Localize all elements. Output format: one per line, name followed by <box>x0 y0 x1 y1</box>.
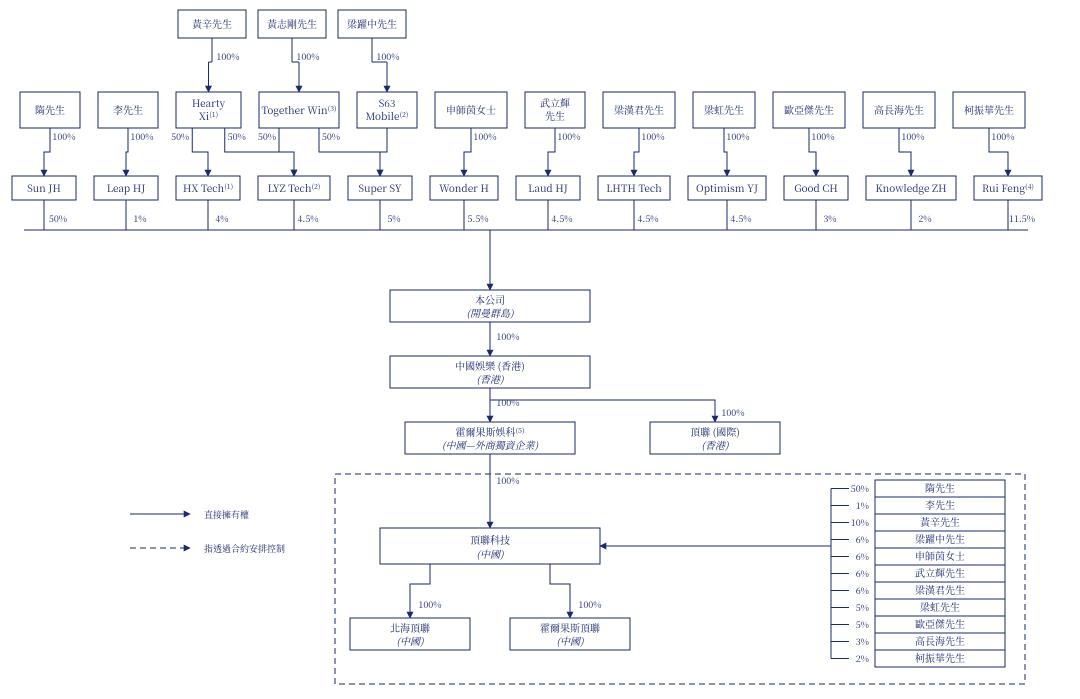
connector <box>192 128 208 176</box>
topB-label: Together Win(3) <box>261 102 336 117</box>
connector <box>550 564 570 618</box>
pct: 100% <box>216 50 239 63</box>
pct: 100% <box>578 598 601 611</box>
pct: 4.5% <box>730 212 751 225</box>
pct: 4.5% <box>637 212 658 225</box>
pct: 100% <box>721 406 744 419</box>
connector <box>634 128 639 176</box>
rowC-label: Good CH <box>794 180 838 195</box>
pct: 50% <box>258 130 276 143</box>
owner-name: 李先生 <box>925 497 955 512</box>
topA-label: 黃志剛先生 <box>267 16 317 31</box>
horgosdl-l2: (中國) <box>556 633 584 648</box>
pct: 4% <box>215 212 228 225</box>
connector <box>490 400 715 422</box>
pct: 100% <box>641 130 664 143</box>
rowC-label: Leap HJ <box>107 180 146 195</box>
owner-name: 梁躍中先生 <box>915 531 965 546</box>
pct: 100% <box>901 130 924 143</box>
rowC-label: Super SY <box>358 180 401 195</box>
pct: 2% <box>918 212 931 225</box>
beihai-l2: (中國) <box>396 633 424 648</box>
owner-name: 梁虹先生 <box>920 599 960 614</box>
owner-name: 高長海先生 <box>915 633 965 648</box>
owner-pct: 6% <box>856 584 869 597</box>
pct: 1% <box>133 212 146 225</box>
topB-label: 申師茵女士 <box>446 102 496 117</box>
tech-l2: (中國) <box>476 546 504 561</box>
pct: 3% <box>823 212 836 225</box>
owner-pct: 50% <box>851 482 869 495</box>
tech-l1: 頂聯科技 <box>470 532 510 547</box>
pct: 100% <box>473 130 496 143</box>
owner-pct: 6% <box>856 567 869 580</box>
connector <box>126 128 128 176</box>
legend-contract: 指透過合約安排控制 <box>204 542 285 555</box>
company-l2: (開曼群島) <box>466 305 514 320</box>
pct: 5.5% <box>467 212 488 225</box>
pct: 100% <box>376 50 399 63</box>
owner-name: 申師茵女士 <box>915 548 965 563</box>
pct: 100% <box>811 130 834 143</box>
topB-label: 歐亞傑先生 <box>784 102 834 117</box>
pct: 4.5% <box>297 212 318 225</box>
topA-label: 黃辛先生 <box>192 16 232 31</box>
pct: 50% <box>322 130 340 143</box>
pct: 50% <box>228 130 246 143</box>
pct: 100% <box>496 396 519 409</box>
owner-pct: 2% <box>856 652 869 665</box>
topA-label: 梁躍中先生 <box>347 16 397 31</box>
pct: 5% <box>387 212 400 225</box>
topB-label: 梁虹先生 <box>704 102 744 117</box>
pct: 100% <box>418 598 441 611</box>
topB-l2: 先生 <box>545 108 565 123</box>
legend-direct: 直接擁有權 <box>204 508 249 521</box>
rowC-label: Optimism YJ <box>696 180 758 195</box>
owner-pct: 1% <box>856 499 869 512</box>
owner-pct: 5% <box>856 618 869 631</box>
owner-name: 歐亞傑先生 <box>915 616 965 631</box>
owner-name: 梁漢君先生 <box>915 582 965 597</box>
owner-pct: 3% <box>856 635 869 648</box>
connector <box>279 128 294 176</box>
pct: 50% <box>49 212 67 225</box>
pct: 100% <box>296 50 319 63</box>
rowC-label: Wonder H <box>439 180 489 195</box>
pct: 100% <box>496 330 519 343</box>
owner-pct: 5% <box>856 601 869 614</box>
owner-pct: 6% <box>856 533 869 546</box>
rowC-label: Laud HJ <box>528 180 568 195</box>
pct: 100% <box>557 130 580 143</box>
owner-pct: 6% <box>856 550 869 563</box>
pct: 50% <box>171 130 189 143</box>
topB-label: 隋先生 <box>35 102 65 117</box>
pct: 100% <box>496 474 519 487</box>
pct: 100% <box>726 130 749 143</box>
pct: 100% <box>991 130 1014 143</box>
pct: 100% <box>52 130 75 143</box>
topB-label: 梁漢君先生 <box>614 102 664 117</box>
rowC-label: Knowledge ZH <box>875 180 946 195</box>
connector <box>44 128 50 176</box>
rowC-label: Sun JH <box>27 180 61 195</box>
owner-name: 武立輝先生 <box>915 565 965 580</box>
pct: 100% <box>130 130 153 143</box>
topB-label: 李先生 <box>113 102 143 117</box>
pct: 11.5% <box>1009 212 1035 225</box>
topB-label: 高長海先生 <box>874 102 924 117</box>
hk-l2: (香港) <box>476 371 504 386</box>
owner-name: 柯振華先生 <box>915 650 965 665</box>
owner-name: 隋先生 <box>925 480 955 495</box>
topB-label: 柯振華先生 <box>964 102 1014 117</box>
connector <box>464 128 471 176</box>
pct: 4.5% <box>551 212 572 225</box>
owner-name: 黃辛先生 <box>920 514 960 529</box>
owner-pct: 10% <box>851 516 869 529</box>
connector <box>548 128 555 176</box>
horgos-l2: (中國—外商獨資企業) <box>442 437 539 452</box>
intl-l2: (香港) <box>701 437 729 452</box>
connector <box>380 128 387 176</box>
rowC-label: LHTH Tech <box>606 180 662 195</box>
